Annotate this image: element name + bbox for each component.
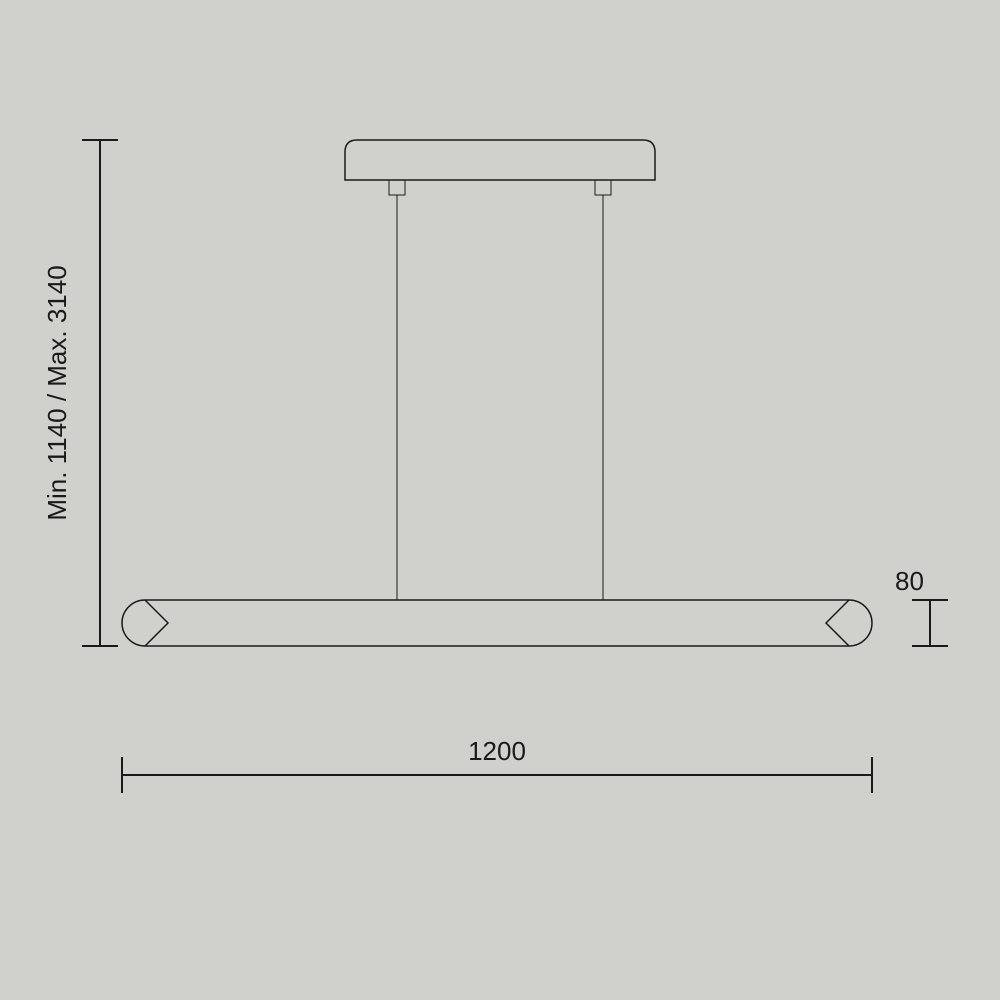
dimension-drawing: Min. 1140 / Max. 3140 1200 80 — [0, 0, 1000, 1000]
dim-height-label: Min. 1140 / Max. 3140 — [42, 265, 72, 520]
hanger-clip-left — [389, 180, 405, 195]
dim-width-label: 1200 — [468, 736, 526, 766]
hanger-clip-right — [595, 180, 611, 195]
bar-endcap-right — [826, 600, 849, 646]
bar-endcap-left — [145, 600, 168, 646]
ceiling-canopy — [345, 140, 655, 180]
light-bar-outline — [122, 600, 872, 646]
dim-barheight-label: 80 — [895, 566, 924, 596]
